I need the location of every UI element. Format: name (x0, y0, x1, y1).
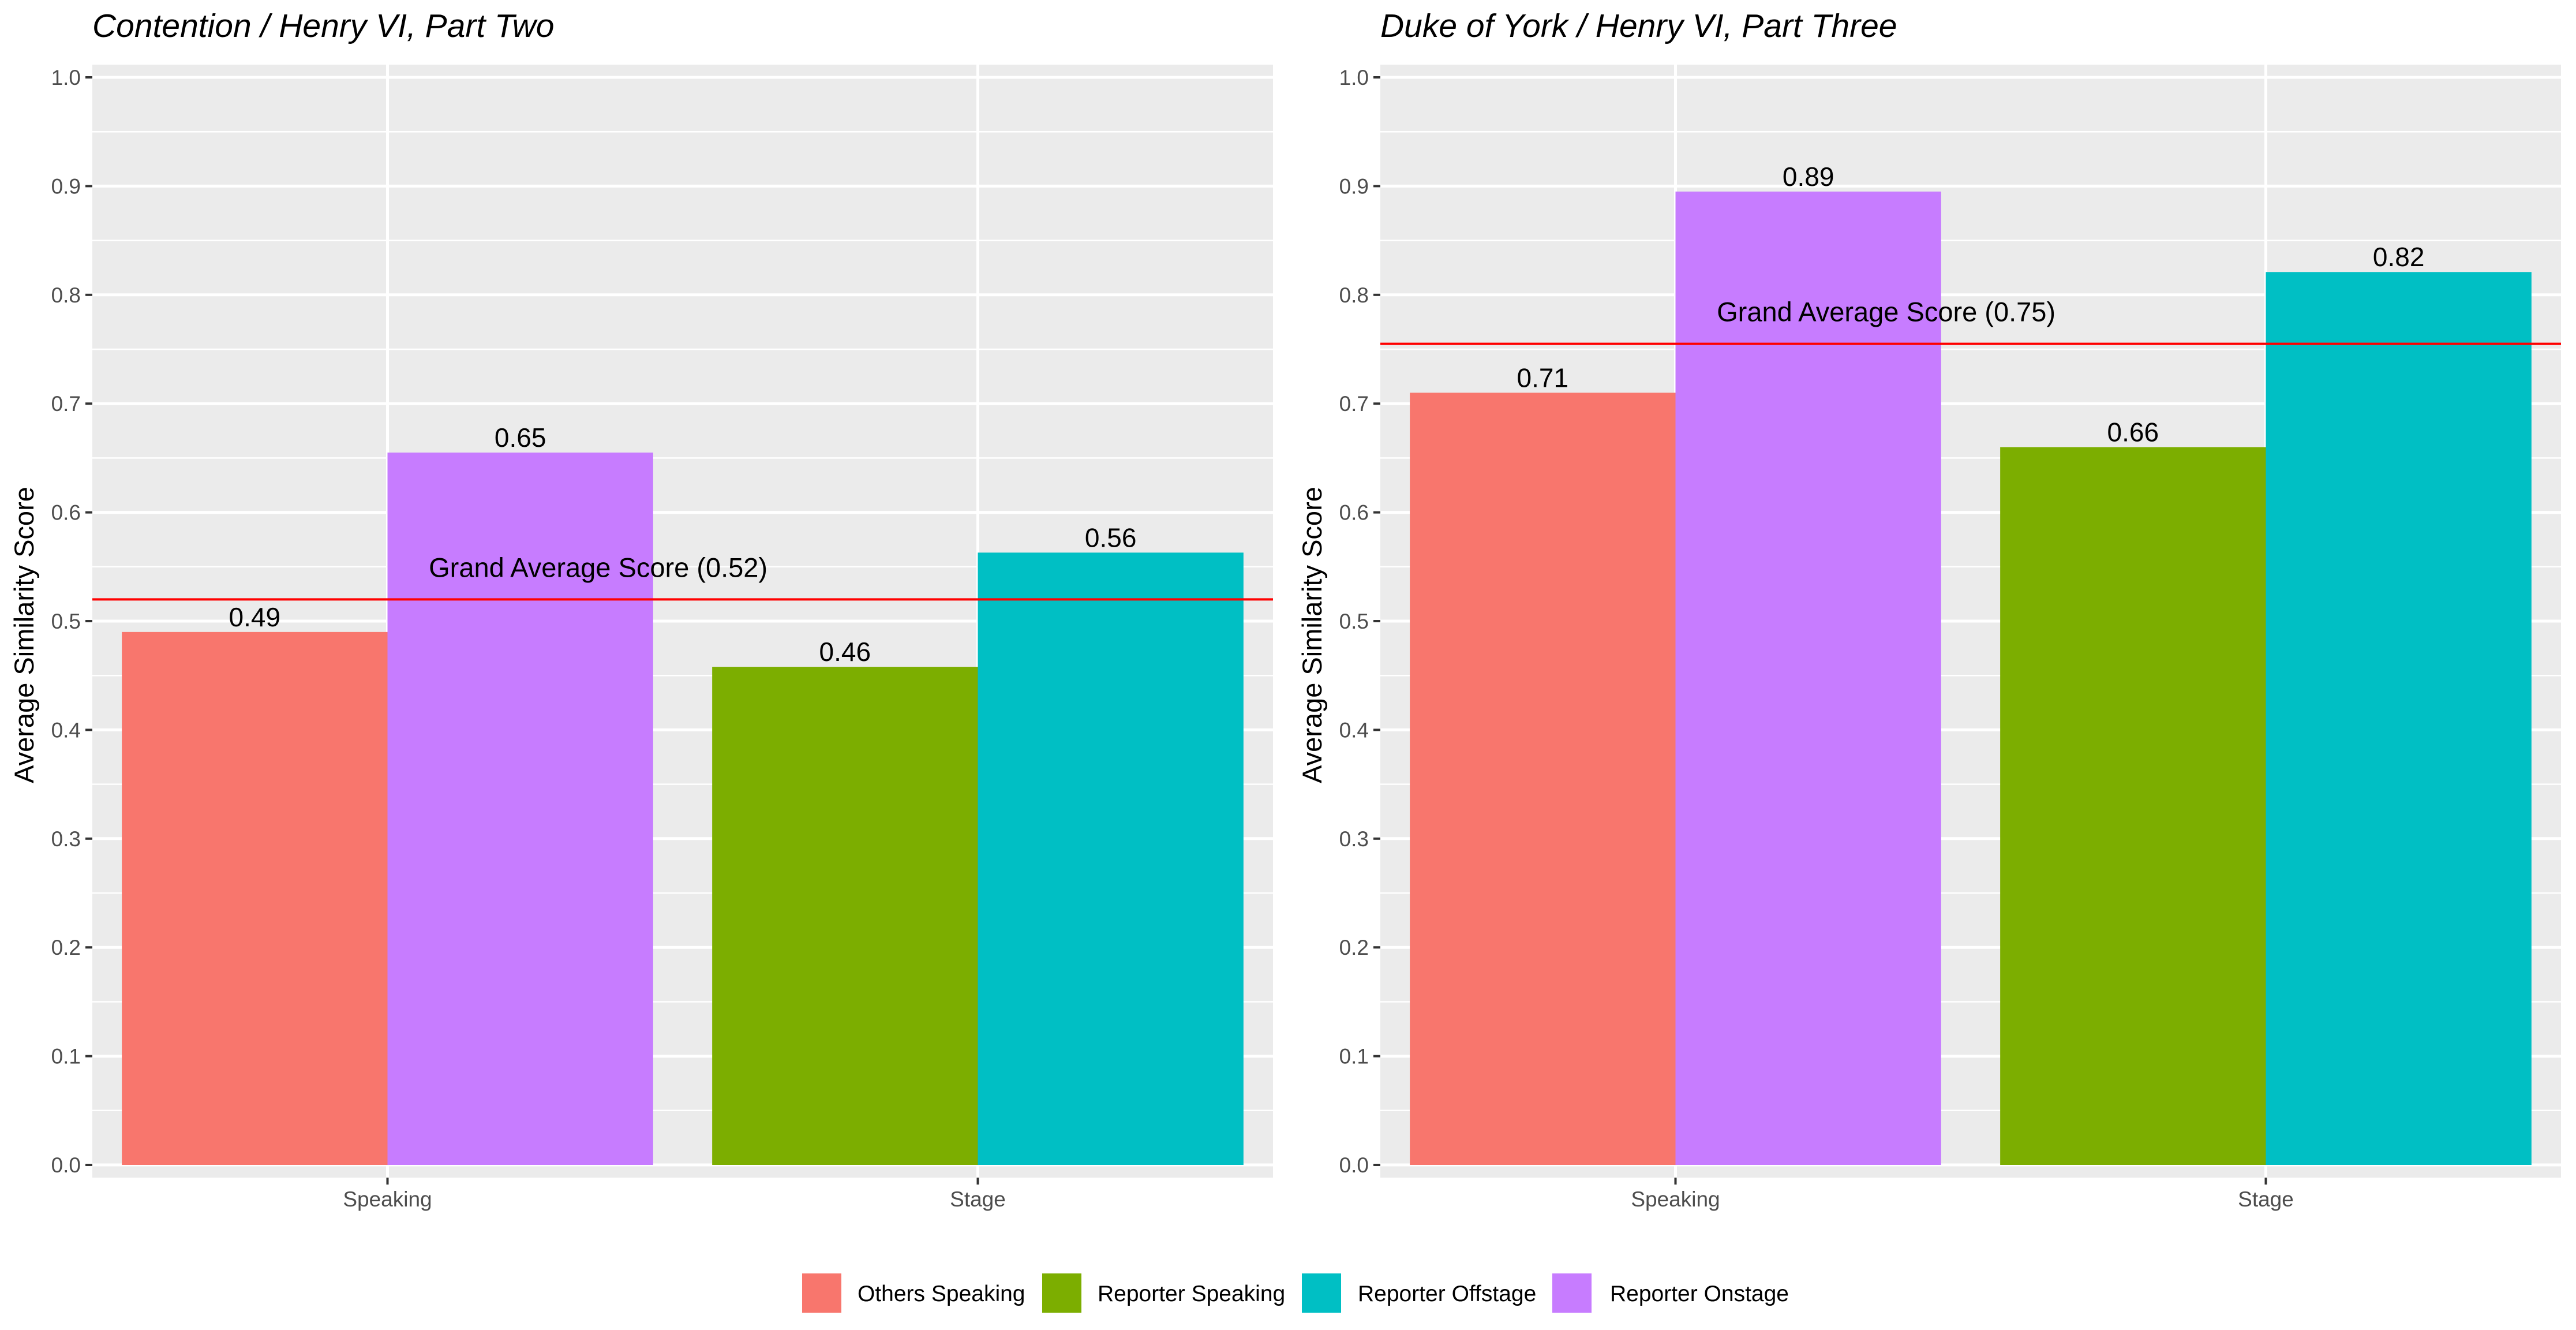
bar-reporter-offstage (978, 552, 1244, 1165)
legend-label: Reporter Speaking (1098, 1282, 1285, 1306)
y-tick-label: 0.5 (51, 610, 81, 633)
y-axis-title: Average Similarity Score (9, 487, 39, 783)
y-tick-label: 0.9 (51, 174, 81, 198)
plot-area: 0.0 0.1 0.2 0.3 0.4 0.5 0.6 0.7 0.8 0.9 1.0 0.71 0.8… (1339, 65, 2561, 1211)
legend-item-others-speaking: Others Speaking (802, 1273, 1025, 1313)
y-tick-label: 0.3 (1339, 827, 1369, 851)
bar-reporter-offstage (2266, 272, 2532, 1165)
bar-value-label: 0.66 (2107, 417, 2159, 447)
y-tick-label: 0.6 (1339, 501, 1369, 525)
y-tick-label: 0.0 (1339, 1153, 1369, 1177)
y-tick-label: 0.2 (51, 936, 81, 959)
x-tick-label: Speaking (1631, 1187, 1720, 1211)
bar-reporter-speaking (712, 667, 978, 1165)
y-tick-label: 0.1 (1339, 1045, 1369, 1069)
bar-value-label: 0.71 (1517, 363, 1569, 393)
y-tick-label: 0.8 (1339, 283, 1369, 307)
bar-value-label: 0.49 (229, 602, 281, 632)
x-tick-label: Stage (2238, 1187, 2294, 1211)
legend-label: Others Speaking (858, 1282, 1025, 1306)
bar-reporter-speaking (2000, 447, 2266, 1165)
panel-title: Contention / Henry VI, Part Two (92, 8, 554, 44)
y-tick-label: 0.7 (51, 392, 81, 416)
y-tick-label: 0.6 (51, 501, 81, 525)
y-tick-label: 0.0 (51, 1153, 81, 1177)
legend-key-reporter-speaking (1042, 1273, 1081, 1313)
panel-title: Duke of York / Henry VI, Part Three (1380, 8, 1897, 44)
legend-item-reporter-speaking: Reporter Speaking (1042, 1273, 1285, 1313)
legend-label: Reporter Onstage (1610, 1282, 1789, 1306)
y-tick-label: 1.0 (1339, 66, 1369, 89)
y-tick-label: 0.8 (51, 283, 81, 307)
y-tick-label: 0.4 (1339, 718, 1369, 742)
y-tick-label: 0.5 (1339, 610, 1369, 633)
legend-key-reporter-onstage (1552, 1273, 1592, 1313)
y-tick-label: 1.0 (51, 66, 81, 89)
y-tick-label: 0.3 (51, 827, 81, 851)
bar-reporter-onstage (1675, 191, 1941, 1165)
y-tick-label: 0.2 (1339, 936, 1369, 959)
grand-average-label: Grand Average Score (0.52) (429, 552, 767, 582)
x-tick-label: Stage (950, 1187, 1006, 1211)
bar-others-speaking (1410, 393, 1676, 1165)
grand-average-label: Grand Average Score (0.75) (1717, 297, 2055, 327)
bar-value-label: 0.46 (819, 637, 871, 667)
legend: Others Speaking Reporter Speaking Report… (802, 1273, 1789, 1313)
legend-label: Reporter Offstage (1358, 1282, 1536, 1306)
bar-others-speaking (122, 632, 388, 1165)
legend-key-others-speaking (802, 1273, 841, 1313)
chart-panel-contention: Contention / Henry VI, Part Two Average … (9, 8, 1273, 1211)
legend-key-reporter-offstage (1302, 1273, 1341, 1313)
plot-area: 0.0 0.1 0.2 0.3 0.4 0.5 0.6 0.7 0.8 0.9 1.0 0.49 0.6… (51, 65, 1273, 1211)
chart-panel-duke-of-york: Duke of York / Henry VI, Part Three Aver… (1297, 8, 2561, 1211)
bar-reporter-onstage (387, 452, 653, 1165)
y-tick-label: 0.7 (1339, 392, 1369, 416)
bar-value-label: 0.89 (1783, 162, 1834, 192)
legend-item-reporter-offstage: Reporter Offstage (1302, 1273, 1536, 1313)
y-tick-label: 0.4 (51, 718, 81, 742)
y-tick-label: 0.9 (1339, 174, 1369, 198)
x-tick-label: Speaking (343, 1187, 432, 1211)
y-tick-label: 0.1 (51, 1045, 81, 1069)
legend-item-reporter-onstage: Reporter Onstage (1552, 1273, 1789, 1313)
bar-value-label: 0.82 (2373, 242, 2425, 272)
y-axis-title: Average Similarity Score (1297, 487, 1327, 783)
bar-value-label: 0.56 (1085, 522, 1137, 552)
bar-value-label: 0.65 (495, 423, 546, 453)
